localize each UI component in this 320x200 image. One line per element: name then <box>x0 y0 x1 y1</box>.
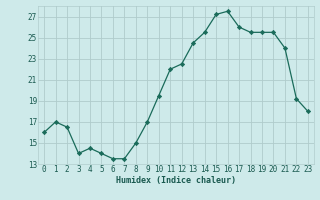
X-axis label: Humidex (Indice chaleur): Humidex (Indice chaleur) <box>116 176 236 185</box>
